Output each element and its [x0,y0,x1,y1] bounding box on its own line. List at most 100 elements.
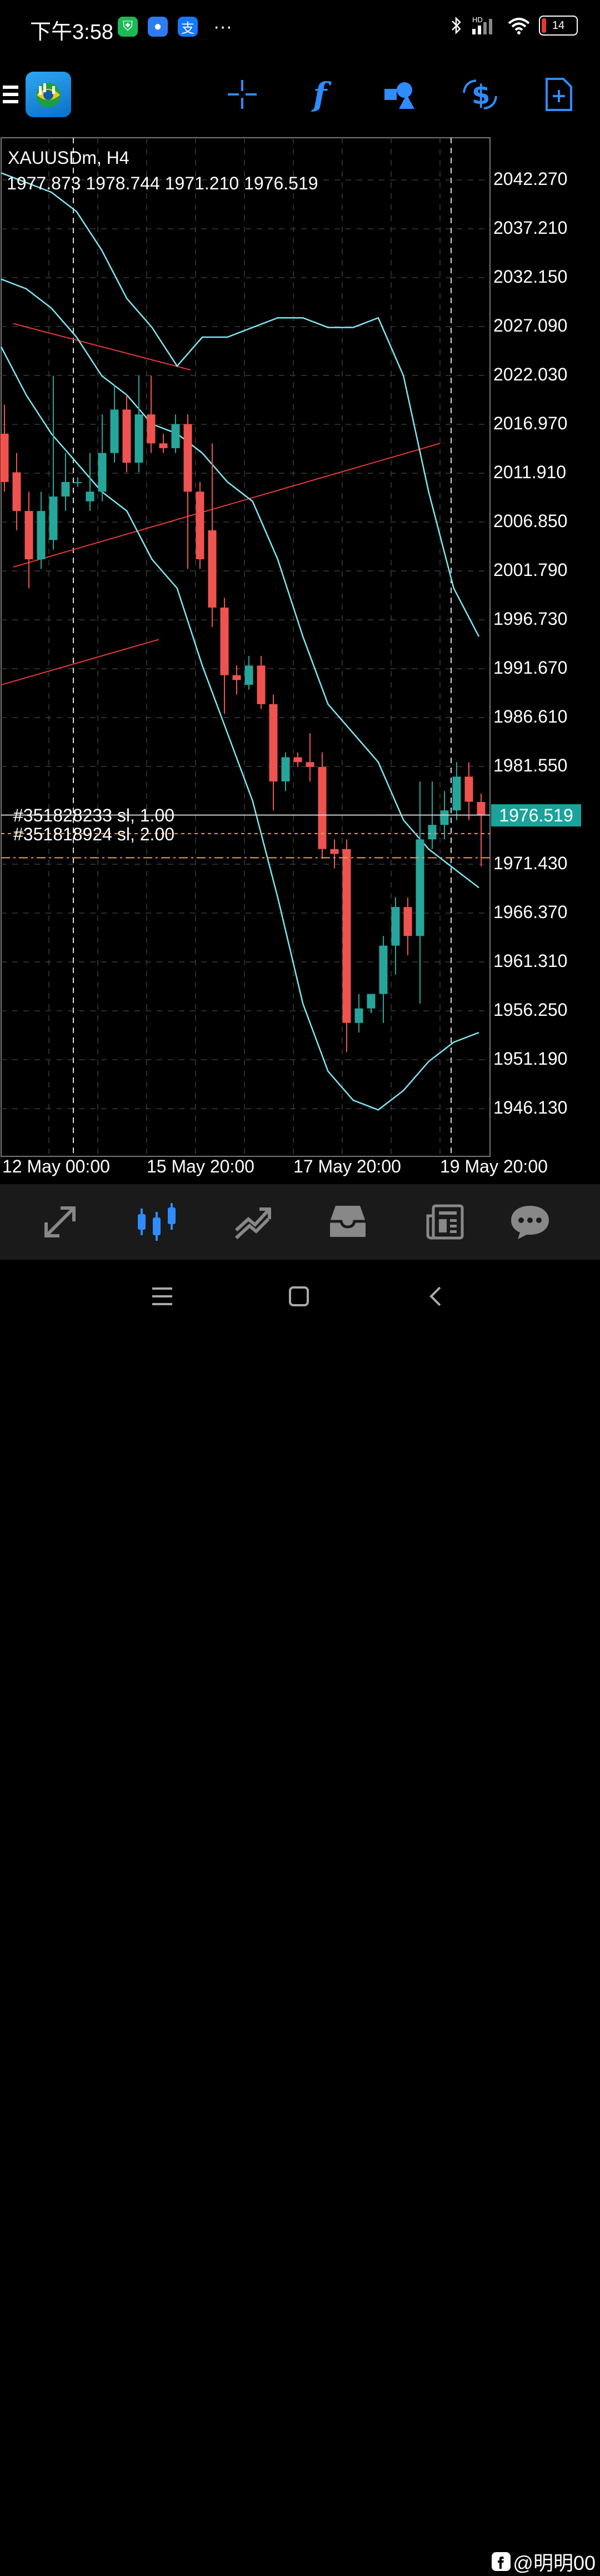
nav-history[interactable] [320,1196,376,1247]
candle-body [208,530,217,608]
nav-news[interactable] [418,1196,473,1247]
current-price-badge: 1976.519 [491,804,581,826]
facebook-icon [492,2552,511,2571]
nav-quotes[interactable] [32,1196,88,1247]
candle-body [403,907,412,936]
price-axis-label: 2042.270 [493,169,568,189]
time-axis-label: 19 May 20:00 [440,1156,548,1176]
more-notifications-icon: ··· [213,16,232,37]
price-axis-label: 1991.670 [493,658,568,678]
candle-body [134,414,143,463]
price-axis-label: 2006.850 [493,511,568,531]
nav-messages[interactable] [502,1196,558,1247]
nav-trade[interactable] [224,1196,280,1247]
time-axis-label: 15 May 20:00 [147,1156,254,1176]
quotes-icon [44,1206,76,1237]
objects-button[interactable] [378,72,422,117]
home-button[interactable] [282,1280,316,1313]
chart-canvas[interactable] [0,134,600,1184]
order-sl-label[interactable]: #351818924 sl, 2.00 [13,824,175,844]
candle-body [122,409,131,463]
bollinger-band [1,172,480,637]
price-axis-label: 2027.090 [493,315,568,335]
candle-body [24,511,33,559]
alipay-app-icon: 支 [178,17,198,37]
metatrader-logo-button[interactable] [26,72,71,117]
candle-body [61,482,70,497]
candle-body [220,607,229,675]
price-axis-label: 1971.430 [493,853,568,873]
new-order-icon [546,78,572,111]
price-axis-label: 1961.310 [493,951,568,971]
watermark-text: @明明00 [513,2552,596,2574]
bottom-navigation [0,1184,600,1260]
chart-icon [138,1203,176,1241]
status-time: 下午3:58 [30,21,113,44]
chart-frame [1,137,491,1157]
bluetooth-icon [452,16,461,35]
candle-body [244,665,253,685]
candle-body [367,994,376,1009]
nav-chart[interactable] [129,1196,184,1247]
new-order-button[interactable] [537,72,581,117]
candle-body [379,945,388,994]
candle-body [269,704,278,781]
signal-icon: HD [470,16,499,36]
crosshair-button[interactable] [220,72,264,117]
symbol-timeframe: XAUUSDm, H4 [8,148,129,168]
candle-body [12,472,21,511]
indicators-button[interactable]: f [298,72,342,117]
metatrader-logo [36,83,61,107]
price-axis-label: 1951.190 [493,1049,568,1069]
candle-body [232,675,241,680]
candle-body [110,409,119,453]
candle-body [391,907,400,946]
price-axis-label: 2016.970 [493,413,568,433]
candle-body [452,776,461,811]
history-icon [330,1206,366,1237]
bollinger-band [1,278,479,889]
candle-body [86,492,94,502]
candle-body [171,424,180,448]
price-axis-label: 1996.730 [493,609,568,629]
back-button[interactable] [419,1280,452,1313]
shield-app-icon: ⛨ [118,17,138,37]
crosshair-icon [228,80,257,109]
wifi-icon [508,18,530,34]
trend-line [1,639,159,686]
message-app-icon: ● [148,17,168,37]
candle-body [342,849,351,1023]
back-icon [429,1286,441,1306]
chart-toolbar: f $ [0,56,600,134]
candle-body [0,433,9,482]
candle-body [416,839,424,936]
price-axis-label: 1981.550 [493,755,568,775]
price-axis-label: 2032.150 [493,267,568,287]
home-icon [289,1286,309,1306]
candle-body [281,757,290,781]
price-chart[interactable]: XAUUSDm, H4 1977.873 1978.744 1971.210 1… [0,134,600,1184]
menu-button[interactable] [0,72,22,117]
watermark: @明明00 [492,2547,596,2576]
battery-level: 14 [552,19,565,32]
price-axis-label: 1956.250 [493,1000,568,1020]
price-axis-label: 2011.910 [493,462,567,482]
trade-icon [234,1207,271,1240]
candle-body [147,414,156,444]
candle-body [428,825,437,840]
trade-button[interactable]: $ [458,72,502,117]
candle-body [293,757,302,763]
candle-body [330,849,339,854]
candle-body [196,492,204,559]
battery-icon: 14 [539,16,578,36]
recents-button[interactable] [146,1280,179,1313]
candle-body [257,665,266,704]
order-sl-label[interactable]: #351828233 sl, 1.00 [13,805,175,825]
candle-body [306,762,314,767]
svg-text:$: $ [472,79,490,111]
ohlc-values: 1977.873 1978.744 1971.210 1976.519 [7,173,318,193]
candle-body [98,453,107,492]
recents-icon [152,1287,172,1305]
price-axis-label: 1966.370 [493,902,568,922]
price-axis-label: 2001.790 [493,560,568,580]
